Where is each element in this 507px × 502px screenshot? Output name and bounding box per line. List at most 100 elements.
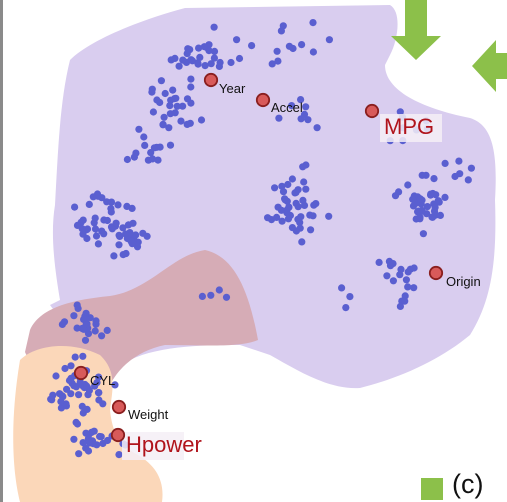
data-point	[160, 113, 168, 121]
data-point	[297, 213, 305, 221]
dimension-marker[interactable]	[73, 365, 89, 381]
data-point	[410, 264, 418, 272]
data-point	[309, 212, 317, 220]
data-point	[129, 219, 137, 227]
data-point	[75, 391, 83, 399]
data-point	[188, 57, 196, 65]
data-point	[119, 224, 127, 232]
data-point	[93, 379, 101, 387]
data-point	[140, 133, 148, 141]
data-point	[161, 89, 169, 98]
data-point	[135, 125, 143, 133]
data-point	[401, 297, 409, 305]
data-point	[302, 103, 310, 111]
data-point	[210, 54, 218, 62]
data-point	[103, 436, 112, 445]
dimension-accel[interactable]: Accel	[255, 92, 303, 115]
data-point	[141, 141, 149, 149]
data-point	[103, 326, 111, 334]
data-point	[149, 108, 157, 116]
data-point	[156, 143, 164, 151]
data-point	[167, 56, 175, 64]
data-point	[277, 206, 285, 214]
data-point	[423, 203, 431, 211]
data-point	[201, 62, 209, 70]
data-point	[116, 232, 124, 240]
data-point	[464, 176, 472, 184]
data-point	[73, 221, 82, 229]
data-point	[285, 42, 293, 50]
data-point	[94, 240, 102, 248]
dimension-marker[interactable]	[110, 427, 126, 443]
dimension-label: CYL	[90, 373, 115, 388]
dimension-weight[interactable]: Weight	[111, 399, 169, 422]
dimension-cyl[interactable]: CYL	[73, 365, 115, 388]
data-point	[414, 208, 422, 216]
data-point	[416, 195, 424, 203]
data-point	[274, 57, 282, 65]
dimension-markers: Year Accel MPG Origin CYL Weight Hpower	[73, 72, 481, 460]
data-point	[112, 219, 120, 227]
dimension-marker[interactable]	[111, 399, 127, 415]
data-point	[169, 86, 177, 94]
dimension-label: MPG	[384, 114, 434, 139]
data-point	[100, 230, 108, 238]
dimension-origin[interactable]: Origin	[428, 265, 481, 289]
data-point	[396, 108, 404, 116]
data-point	[338, 284, 346, 292]
dimension-marker[interactable]	[428, 265, 444, 281]
data-point	[342, 304, 350, 312]
data-point	[285, 203, 293, 211]
data-point	[299, 196, 307, 204]
dimension-mpg[interactable]: MPG	[364, 103, 442, 142]
data-point	[75, 450, 83, 458]
data-point	[281, 195, 289, 203]
dimension-hpower[interactable]: Hpower	[110, 427, 202, 460]
data-point	[278, 182, 286, 190]
data-point	[401, 292, 409, 300]
data-point	[409, 195, 417, 203]
data-point	[302, 185, 310, 193]
dimension-marker[interactable]	[255, 92, 271, 108]
data-point	[288, 102, 296, 110]
data-point	[283, 209, 291, 217]
data-point	[300, 178, 308, 186]
data-point	[57, 398, 65, 406]
data-point	[167, 96, 175, 104]
data-point	[115, 451, 123, 459]
data-point	[84, 391, 92, 399]
data-point	[147, 149, 155, 157]
data-point	[114, 201, 122, 209]
data-point	[128, 240, 136, 248]
data-point	[268, 60, 276, 68]
data-point	[297, 96, 305, 104]
data-point	[81, 336, 90, 344]
dimension-label: Accel	[271, 100, 303, 115]
data-point	[82, 444, 90, 452]
data-point	[304, 116, 312, 124]
data-point	[95, 396, 103, 404]
data-point	[467, 164, 475, 172]
data-point	[434, 197, 442, 205]
data-point	[187, 75, 195, 83]
data-point	[159, 120, 167, 128]
data-point	[279, 188, 288, 196]
data-point	[222, 293, 231, 301]
data-point	[264, 214, 272, 222]
data-point	[430, 175, 438, 183]
data-point	[183, 50, 191, 58]
data-point	[298, 238, 306, 246]
data-point	[157, 77, 165, 85]
dimension-year[interactable]: Year	[203, 72, 246, 96]
data-point	[98, 332, 106, 340]
data-point	[309, 19, 317, 27]
data-point	[95, 389, 103, 397]
dimension-marker[interactable]	[364, 103, 380, 119]
data-point	[115, 241, 123, 249]
dimension-marker[interactable]	[203, 72, 219, 88]
highlight-label-background	[122, 432, 184, 460]
data-point	[83, 382, 91, 390]
data-point	[294, 203, 302, 211]
dimension-label: Origin	[446, 274, 481, 289]
data-point	[179, 56, 187, 64]
